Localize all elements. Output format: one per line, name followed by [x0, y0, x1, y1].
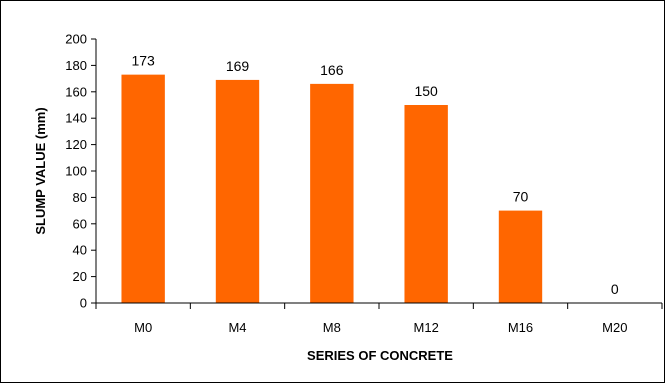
data-label-m0: 173 — [131, 53, 155, 69]
y-tick-label-200: 200 — [65, 32, 87, 47]
data-label-m4: 169 — [226, 58, 250, 74]
x-tick-label-m20: M20 — [602, 320, 627, 335]
bar-m0 — [121, 74, 165, 303]
data-label-m8: 166 — [320, 62, 344, 78]
bar-m16 — [498, 210, 543, 303]
x-axis-title: SERIES OF CONCRETE — [307, 348, 453, 363]
x-tick-label-m0: M0 — [134, 320, 152, 335]
x-tick-label-m4: M4 — [228, 320, 246, 335]
bars-layer — [121, 74, 543, 303]
bar-m12 — [404, 105, 448, 303]
y-tick-label-60: 60 — [73, 216, 87, 231]
y-tick-label-40: 40 — [73, 243, 87, 258]
y-tick-label-160: 160 — [65, 84, 87, 99]
axes-layer — [91, 38, 663, 309]
labels-layer: 173 M0 169 M4 166 M8 150 M12 70 M16 0 M20 0 20 40 60 80 1… — [65, 32, 627, 336]
y-tick-label-80: 80 — [73, 190, 87, 205]
data-label-m20: 0 — [611, 281, 619, 297]
data-label-m16: 70 — [513, 189, 529, 205]
x-tick-label-m12: M12 — [414, 320, 439, 335]
data-label-m12: 150 — [414, 83, 438, 99]
y-tick-label-140: 140 — [65, 111, 87, 126]
bar-m8 — [310, 83, 354, 303]
x-tick-label-m8: M8 — [323, 320, 341, 335]
y-tick-label-120: 120 — [65, 137, 87, 152]
y-tick-label-180: 180 — [65, 58, 87, 73]
x-tick-label-m16: M16 — [508, 320, 533, 335]
y-axis-title: SLUMP VALUE (mm) — [33, 107, 48, 234]
y-tick-label-0: 0 — [80, 296, 87, 311]
y-tick-label-20: 20 — [73, 269, 87, 284]
bar-m4 — [215, 79, 260, 303]
y-tick-label-100: 100 — [65, 164, 87, 179]
